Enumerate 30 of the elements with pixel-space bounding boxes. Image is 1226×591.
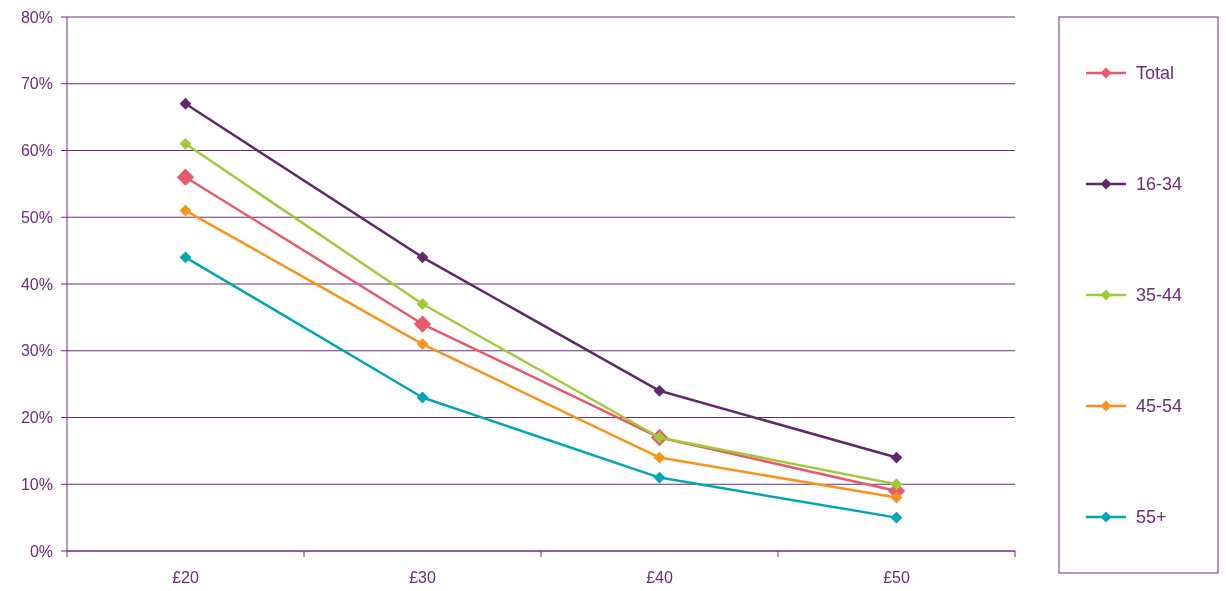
y-tick-label: 60% bbox=[20, 142, 53, 160]
point bbox=[416, 338, 429, 350]
point bbox=[890, 491, 903, 504]
point bbox=[179, 137, 192, 150]
point bbox=[890, 511, 903, 524]
legend-label: 16-34 bbox=[1136, 174, 1183, 195]
point bbox=[653, 384, 666, 397]
y-tick-label: 0% bbox=[29, 542, 53, 560]
y-tick-label: 80% bbox=[20, 8, 53, 26]
y-tick-label: 50% bbox=[20, 208, 53, 226]
y-tick-label: 10% bbox=[20, 475, 53, 493]
y-tick-label: 70% bbox=[20, 75, 53, 93]
point bbox=[413, 315, 432, 333]
y-tick-label: 40% bbox=[20, 275, 53, 293]
x-tick-label: £50 bbox=[883, 569, 910, 586]
point bbox=[179, 251, 192, 264]
point bbox=[416, 251, 429, 264]
legend-label: 55+ bbox=[1136, 507, 1167, 528]
x-tick-label: £30 bbox=[409, 569, 436, 586]
legend-label: 45-54 bbox=[1136, 396, 1183, 417]
point bbox=[416, 298, 429, 310]
legend-label: 35-44 bbox=[1136, 285, 1183, 306]
y-tick-label: 30% bbox=[20, 342, 53, 360]
x-tick-label: £40 bbox=[646, 569, 673, 586]
point bbox=[179, 97, 192, 110]
legend-label: Total bbox=[1136, 63, 1175, 84]
point bbox=[176, 168, 195, 186]
x-tick-label: £20 bbox=[172, 569, 199, 586]
point bbox=[890, 478, 903, 491]
y-tick-label: 20% bbox=[20, 409, 53, 427]
